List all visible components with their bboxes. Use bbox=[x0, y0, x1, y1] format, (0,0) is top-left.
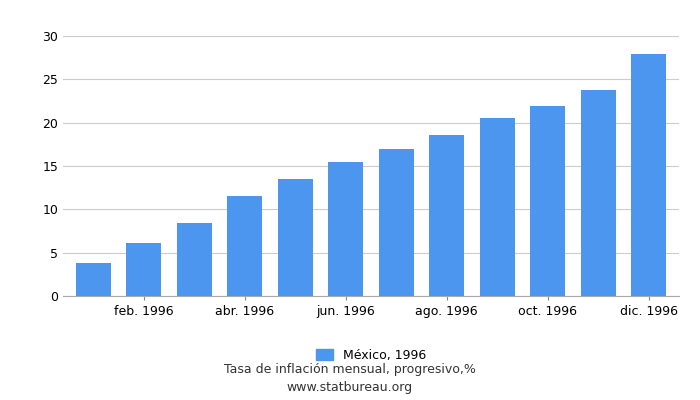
Bar bbox=[480, 118, 515, 296]
Bar bbox=[227, 196, 262, 296]
Bar bbox=[631, 54, 666, 296]
Bar bbox=[379, 149, 414, 296]
Bar bbox=[278, 179, 313, 296]
Bar bbox=[580, 90, 616, 296]
Bar bbox=[176, 223, 212, 296]
Legend: México, 1996: México, 1996 bbox=[316, 349, 426, 362]
Text: www.statbureau.org: www.statbureau.org bbox=[287, 382, 413, 394]
Bar bbox=[328, 162, 363, 296]
Bar bbox=[530, 106, 566, 296]
Bar bbox=[126, 243, 162, 296]
Bar bbox=[429, 135, 464, 296]
Bar bbox=[76, 263, 111, 296]
Text: Tasa de inflación mensual, progresivo,%: Tasa de inflación mensual, progresivo,% bbox=[224, 364, 476, 376]
